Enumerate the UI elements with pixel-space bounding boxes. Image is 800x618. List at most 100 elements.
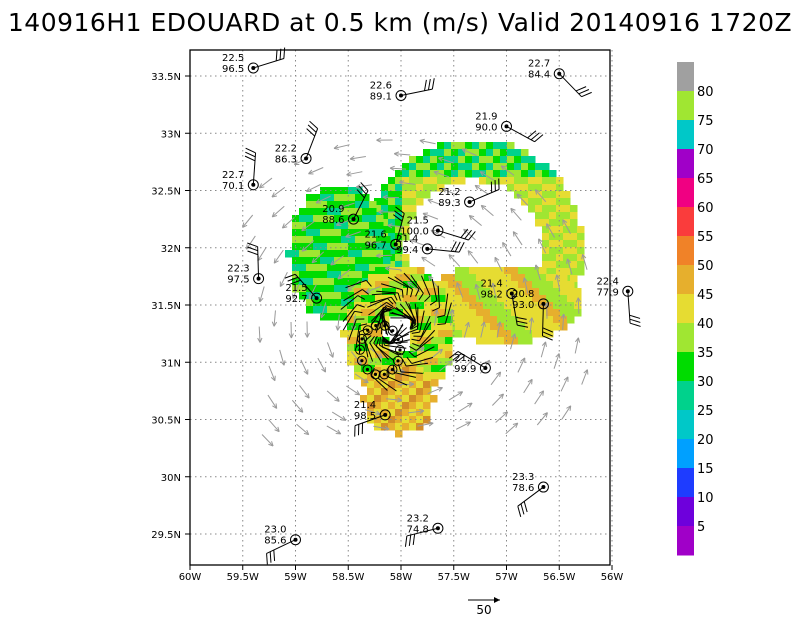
latitude-axis: 29.5N 30N 30.5N 31N 31.5N 32N 32.5N 33N 33.5N <box>151 72 190 541</box>
colorbar-segment <box>677 120 694 150</box>
colorbar-label: 25 <box>697 404 714 419</box>
colorbar-label: 60 <box>697 201 714 216</box>
latitude-tick-label: 33N <box>161 129 181 140</box>
station-speed-label: 22.5 <box>222 53 244 64</box>
colorbar-label: 80 <box>697 85 714 100</box>
station-direction-label: 97.5 <box>227 275 249 286</box>
station-speed-label: 23.2 <box>407 513 429 524</box>
station-direction-label: 88.6 <box>322 215 344 226</box>
station-marker: 21.499.4 <box>396 234 465 256</box>
colorbar-segment <box>677 468 694 498</box>
station-speed-label: 22.4 <box>597 276 619 287</box>
station-marker: 23.378.6 <box>512 472 549 517</box>
station-speed-label: 22.7 <box>528 59 550 70</box>
colorbar-label: 55 <box>697 230 714 245</box>
colorbar-label: 65 <box>697 172 714 187</box>
station-speed-label: 20.9 <box>322 204 344 215</box>
station-speed-label: 22.3 <box>227 264 249 275</box>
station-speed-label: 21.6 <box>364 229 386 240</box>
station-direction-label: 92.7 <box>285 294 307 305</box>
station-marker: 21.990.0 <box>475 111 544 143</box>
station-marker: 22.689.1 <box>370 78 435 102</box>
station-marker: 20.988.6 <box>322 182 369 226</box>
station-speed-label: 21.4 <box>481 279 503 290</box>
station-speed-label: 21.5 <box>407 216 429 227</box>
longitude-tick-label: 56W <box>601 572 624 583</box>
station-marker: 23.274.8 <box>404 513 444 547</box>
station-speed-label: 22.7 <box>222 170 244 181</box>
colorbar-segment <box>677 323 694 353</box>
colorbar-label: 70 <box>697 143 714 158</box>
station-speed-label: 22.6 <box>370 80 392 91</box>
station-speed-label: 21.6 <box>454 353 476 364</box>
station-marker: 20.893.0 <box>512 289 554 341</box>
colorbar-segment <box>677 91 694 121</box>
station-direction-label: 74.8 <box>407 524 429 535</box>
station-marker: 21.696.7 <box>364 206 405 251</box>
colorbar-segment <box>677 352 694 382</box>
station-speed-label: 23.0 <box>264 525 286 536</box>
colorbar-segment <box>677 178 694 208</box>
colorbar-segment <box>677 265 694 295</box>
colorbar-label: 45 <box>697 288 714 303</box>
station-speed-label: 21.9 <box>475 111 497 122</box>
colorbar-segment <box>677 497 694 527</box>
station-direction-label: 96.7 <box>364 240 386 251</box>
longitude-tick-label: 57W <box>495 572 518 583</box>
station-marker: 22.477.9 <box>597 276 641 327</box>
colorbar-label: 20 <box>697 433 714 448</box>
reference-vector: 50 <box>468 597 500 617</box>
longitude-tick-label: 60W <box>179 572 202 583</box>
station-speed-label: 21.4 <box>354 400 376 411</box>
station-speed-label: 21.4 <box>396 234 418 245</box>
colorbar-label: 15 <box>697 462 714 477</box>
plot-title: 140916H1 EDOUARD at 0.5 km (m/s) Valid 2… <box>7 8 793 37</box>
colorbar-label: 30 <box>697 375 714 390</box>
station-direction-label: 100.0 <box>400 227 429 238</box>
latitude-tick-label: 31N <box>161 358 181 369</box>
map-frame <box>189 49 611 566</box>
longitude-tick-label: 56.5W <box>543 572 575 583</box>
station-marker: 22.397.5 <box>227 242 265 286</box>
colorbar-label: 5 <box>697 520 705 535</box>
station-direction-label: 77.9 <box>597 287 619 298</box>
station-direction-label: 93.0 <box>512 300 534 311</box>
station-direction-label: 89.1 <box>370 91 392 102</box>
longitude-tick-label: 59W <box>284 572 307 583</box>
colorbar-label: 35 <box>697 346 714 361</box>
latitude-tick-label: 32.5N <box>151 187 181 198</box>
station-direction-label: 78.6 <box>512 483 534 494</box>
colorbar-segment <box>677 294 694 324</box>
colorbar-segment <box>677 236 694 266</box>
colorbar-label: 40 <box>697 317 714 332</box>
station-marker: 21.699.9 <box>448 351 491 375</box>
station-direction-label: 99.9 <box>454 364 476 375</box>
colorbar-segment <box>677 526 694 556</box>
station-speed-label: 21.2 <box>438 187 460 198</box>
latitude-tick-label: 33.5N <box>151 72 181 83</box>
lat-lon-gridlines <box>190 50 613 565</box>
station-speed-label: 20.8 <box>512 289 534 300</box>
latitude-tick-label: 31.5N <box>151 301 181 312</box>
station-marker: 21.498.5 <box>354 400 391 437</box>
colorbar-label: 75 <box>697 114 714 129</box>
longitude-tick-label: 59.5W <box>227 572 259 583</box>
station-marker: 22.596.5 <box>222 47 286 75</box>
longitude-tick-label: 57.5W <box>438 572 470 583</box>
colorbar: 5 10 15 20 25 30 35 40 45 50 55 60 65 70 75 80 <box>677 62 714 556</box>
station-marker: 21.592.7 <box>284 273 323 305</box>
colorbar-segment <box>677 62 694 92</box>
station-marker: 22.286.3 <box>275 120 319 165</box>
colorbar-segment <box>677 207 694 237</box>
colorbar-segment <box>677 381 694 411</box>
colorbar-segment <box>677 410 694 440</box>
station-marker: 21.498.2 <box>481 279 529 328</box>
longitude-tick-label: 58.5W <box>332 572 364 583</box>
station-direction-label: 89.3 <box>438 198 460 209</box>
colorbar-label: 10 <box>697 491 714 506</box>
station-marker: 23.085.6 <box>264 525 301 565</box>
station-direction-label: 96.5 <box>222 64 244 75</box>
longitude-axis: 60W 59.5W 59W 58.5W 58W 57.5W 57W 56.5W 56W <box>179 565 624 583</box>
station-direction-label: 90.0 <box>475 122 497 133</box>
